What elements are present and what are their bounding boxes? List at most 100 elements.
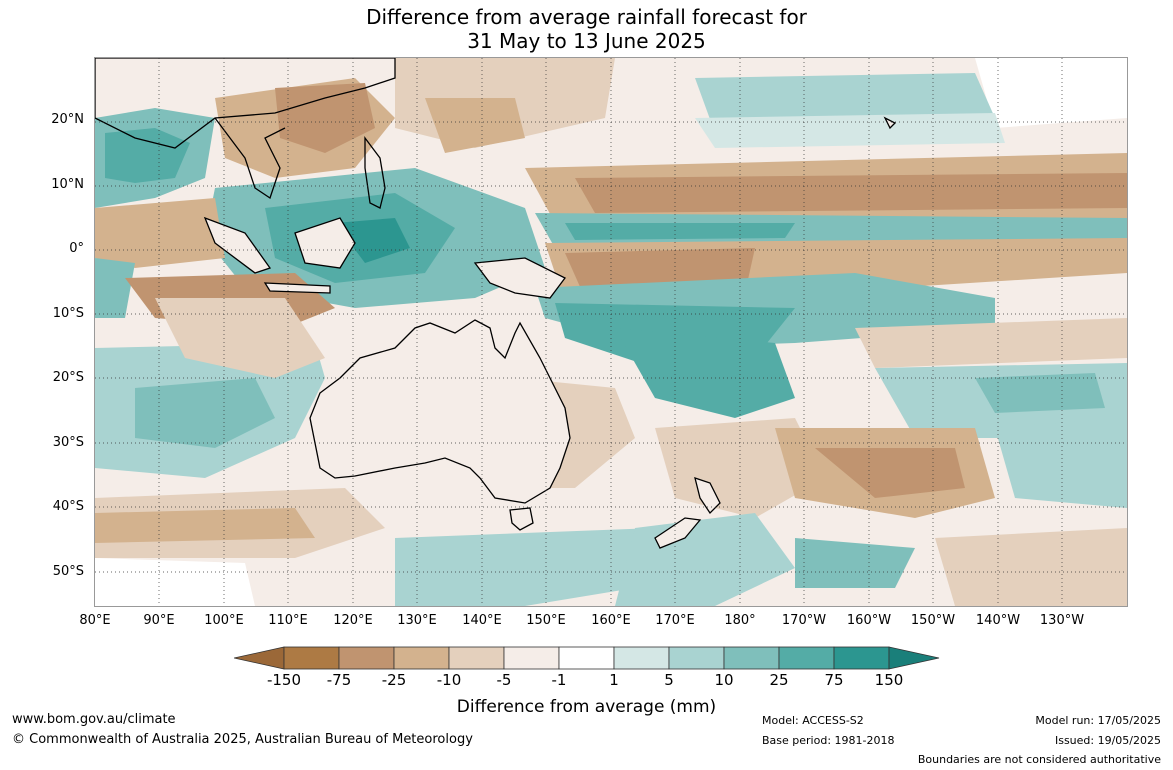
colorbar-swatch-6	[558, 646, 615, 670]
new-zealand-south-island	[654, 517, 702, 549]
lat-label-40s: 40°S	[52, 499, 84, 514]
colorbar	[234, 646, 940, 670]
colorbar-label-11: 75	[824, 671, 844, 689]
brown-core-southern-indian	[95, 508, 315, 543]
colorbar-label-12: 150	[874, 671, 904, 689]
brown-band-south-pacific	[855, 318, 1127, 368]
lat-label-20s: 20°S	[52, 370, 84, 385]
australia-outline	[309, 319, 571, 504]
lon-label-170w: 170°W	[781, 613, 827, 628]
model-run-date: Model run: 17/05/2025	[1035, 714, 1161, 727]
borneo-outline	[294, 217, 356, 269]
lat-label-50s: 50°S	[52, 564, 84, 579]
colorbar-swatch-3	[393, 646, 450, 670]
lon-label-160w: 160°W	[846, 613, 892, 628]
teal-core-indian-ocean	[135, 378, 275, 448]
neutral-field-north-east	[975, 58, 1127, 128]
lon-label-180: 180°	[724, 613, 756, 628]
colorbar-swatch-5	[503, 646, 560, 670]
lat-label-10n: 10°N	[51, 177, 84, 192]
java-outline	[263, 282, 331, 294]
colorbar-label-2: -75	[326, 671, 352, 689]
colorbar-label-5: -5	[496, 671, 512, 689]
lon-label-100e: 100°E	[204, 613, 244, 628]
brown-core-south-china-sea	[275, 83, 375, 153]
colorbar-swatch-4	[448, 646, 505, 670]
teal-core-south-pacific	[795, 538, 915, 588]
base-period: Base period: 1981-2018	[762, 734, 895, 747]
lat-label-10s: 10°S	[52, 306, 84, 321]
lon-label-150w: 150°W	[910, 613, 956, 628]
colorbar-label-1: -150	[266, 671, 302, 689]
copyright-notice: © Commonwealth of Australia 2025, Austra…	[12, 732, 473, 747]
colorbar-swatch-11	[833, 646, 890, 670]
lat-label-20n: 20°N	[51, 112, 84, 127]
lon-label-140w: 140°W	[975, 613, 1021, 628]
brown-band-south-east	[935, 528, 1127, 606]
map-title-line-2: 31 May to 13 June 2025	[467, 29, 706, 53]
colorbar-arrow-low	[234, 646, 285, 670]
lon-label-120e: 120°E	[333, 613, 373, 628]
colorbar-swatch-10	[778, 646, 835, 670]
colorbar-arrow-high	[888, 646, 940, 670]
colorbar-swatch-2	[338, 646, 395, 670]
colorbar-label-10: 25	[769, 671, 789, 689]
issued-date: Issued: 19/05/2025	[1054, 734, 1161, 747]
new-zealand-north-island	[694, 477, 721, 515]
brown-core-philippines	[425, 98, 525, 153]
map-canvas	[95, 58, 1127, 606]
coastlines	[95, 58, 897, 549]
lon-label-110e: 110°E	[268, 613, 308, 628]
lon-label-160e: 160°E	[591, 613, 631, 628]
teal-band-core-equator	[565, 223, 795, 240]
philippines-outline	[364, 136, 386, 209]
colorbar-label-6: -1	[551, 671, 567, 689]
lat-label-30s: 30°S	[52, 435, 84, 450]
brown-band-core-10n	[575, 173, 1127, 213]
lon-label-170e: 170°E	[655, 613, 695, 628]
anomaly-fields	[95, 58, 1127, 606]
colorbar-label-9: 10	[714, 671, 734, 689]
colorbar-label-8: 5	[664, 671, 674, 689]
boundaries-disclaimer: Boundaries are not considered authoritat…	[917, 753, 1161, 766]
lon-label-140e: 140°E	[462, 613, 502, 628]
teal-peak-borneo	[335, 218, 410, 263]
teal-field-far-east-south	[995, 418, 1127, 508]
lon-label-130w: 130°W	[1039, 613, 1085, 628]
lon-label-150e: 150°E	[526, 613, 566, 628]
colorbar-title: Difference from average (mm)	[456, 697, 717, 717]
colorbar-label-7: 1	[609, 671, 619, 689]
lon-label-130e: 130°E	[397, 613, 437, 628]
bom-website-link[interactable]: www.bom.gov.au/climate	[12, 712, 176, 727]
colorbar-swatch-9	[723, 646, 780, 670]
teal-core-south-pacific-east	[975, 373, 1105, 413]
teal-field-indian-ocean-west	[95, 258, 135, 318]
rainfall-anomaly-map	[94, 57, 1128, 607]
tasmania-outline	[509, 507, 534, 531]
colorbar-swatch-7	[613, 646, 670, 670]
colorbar-label-4: -10	[436, 671, 462, 689]
map-title: Difference from average rainfall forecas…	[0, 5, 1173, 53]
asia-coastline	[95, 58, 396, 149]
sumatra-outline	[203, 216, 272, 274]
hawaii-outline	[883, 116, 897, 130]
lon-label-90e: 90°E	[143, 613, 175, 628]
teal-band-equator-north	[535, 213, 1127, 248]
map-title-line-1: Difference from average rainfall forecas…	[366, 5, 807, 29]
brown-field-sumatra-west	[95, 198, 225, 268]
lat-label-equator: 0°	[69, 241, 84, 256]
teal-core-coral-sea	[615, 328, 795, 418]
brown-core-east-of-nz	[815, 448, 965, 498]
lon-label-80e: 80°E	[79, 613, 111, 628]
indochina-coastline	[214, 117, 286, 200]
graticule	[95, 58, 1127, 606]
colorbar-label-3: -25	[381, 671, 407, 689]
brown-field-nw-shelf	[155, 298, 325, 378]
colorbar-swatch-8	[668, 646, 725, 670]
teal-band-light-north-pacific	[695, 113, 1005, 148]
colorbar-swatch-1	[283, 646, 340, 670]
model-name: Model: ACCESS-S2	[762, 714, 864, 727]
neutral-field-south-west	[95, 558, 255, 606]
new-guinea-outline	[473, 257, 566, 299]
teal-core-bay-of-bengal	[105, 128, 190, 183]
